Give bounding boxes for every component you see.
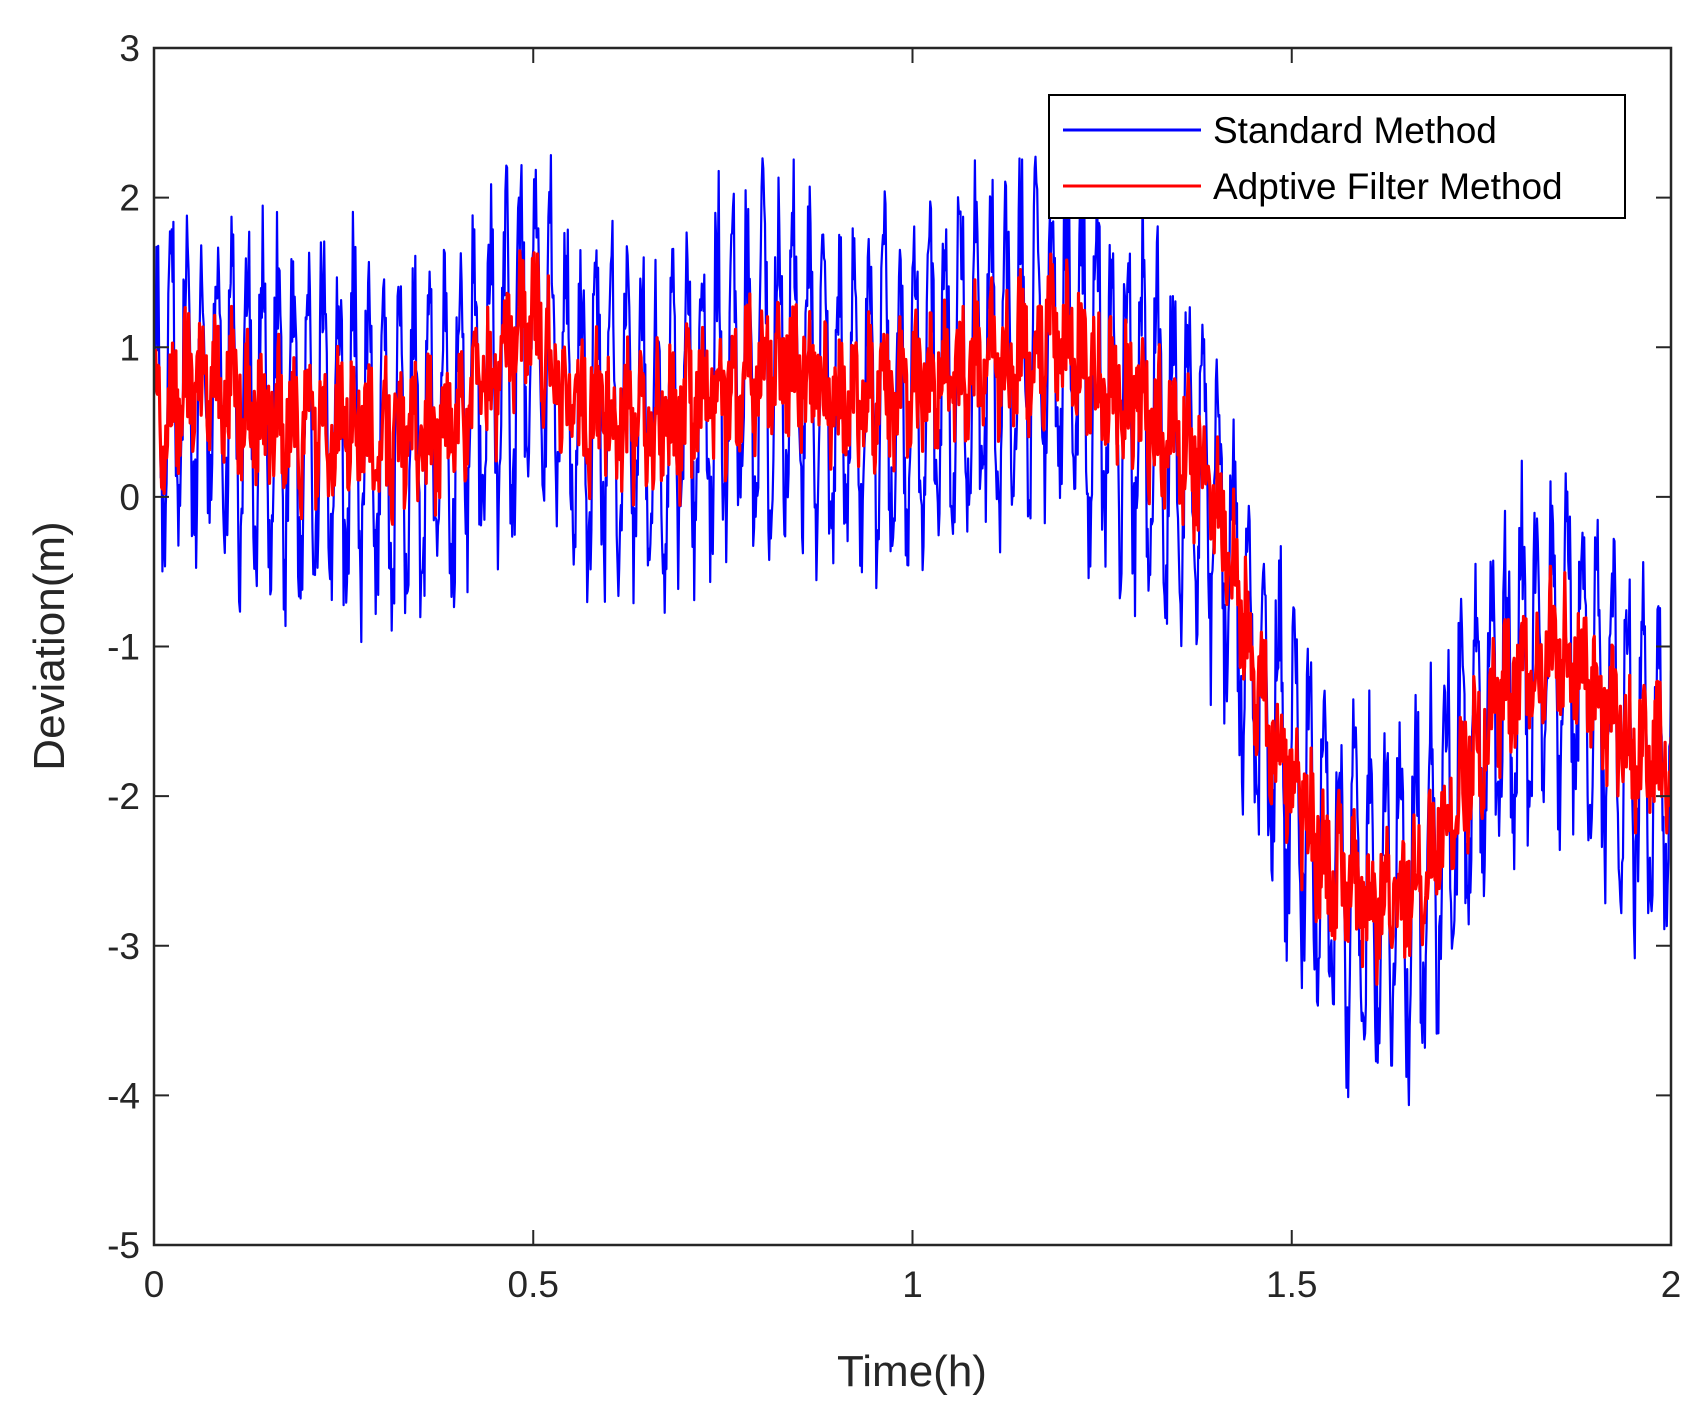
legend-label-standard: Standard Method xyxy=(1213,110,1497,151)
x-tick-label: 1.5 xyxy=(1266,1264,1317,1305)
x-tick-label: 2 xyxy=(1661,1264,1682,1305)
y-tick-label: 2 xyxy=(119,178,140,219)
series-layer xyxy=(154,154,1671,1107)
plot-area xyxy=(154,48,1671,1245)
y-axis-title: Deviation(m) xyxy=(25,521,74,770)
x-tick-label: 1 xyxy=(902,1264,923,1305)
y-tick-label: 1 xyxy=(119,327,140,368)
series-standard-method xyxy=(154,154,1671,1107)
y-tick-label: 0 xyxy=(119,477,140,518)
y-tick-label: -2 xyxy=(107,776,140,817)
series-adaptive-filter-method xyxy=(154,249,1671,986)
x-tick-label: 0 xyxy=(144,1264,165,1305)
y-tick-label: -3 xyxy=(107,926,140,967)
y-tick-label: -5 xyxy=(107,1225,140,1266)
axis-ticks: 0 0.5 1 1.5 2 3 2 1 0 -1 -2 -3 -4 -5 xyxy=(107,28,1681,1305)
y-tick-label: -4 xyxy=(107,1075,140,1116)
y-tick-label: 3 xyxy=(119,28,140,69)
legend: Standard Method Adptive Filter Method xyxy=(1048,94,1626,219)
x-tick-label: 0.5 xyxy=(508,1264,559,1305)
y-tick-label: -1 xyxy=(107,627,140,668)
legend-box xyxy=(1048,94,1626,219)
legend-label-adaptive: Adptive Filter Method xyxy=(1213,166,1563,207)
x-axis-title: Time(h) xyxy=(837,1347,987,1396)
